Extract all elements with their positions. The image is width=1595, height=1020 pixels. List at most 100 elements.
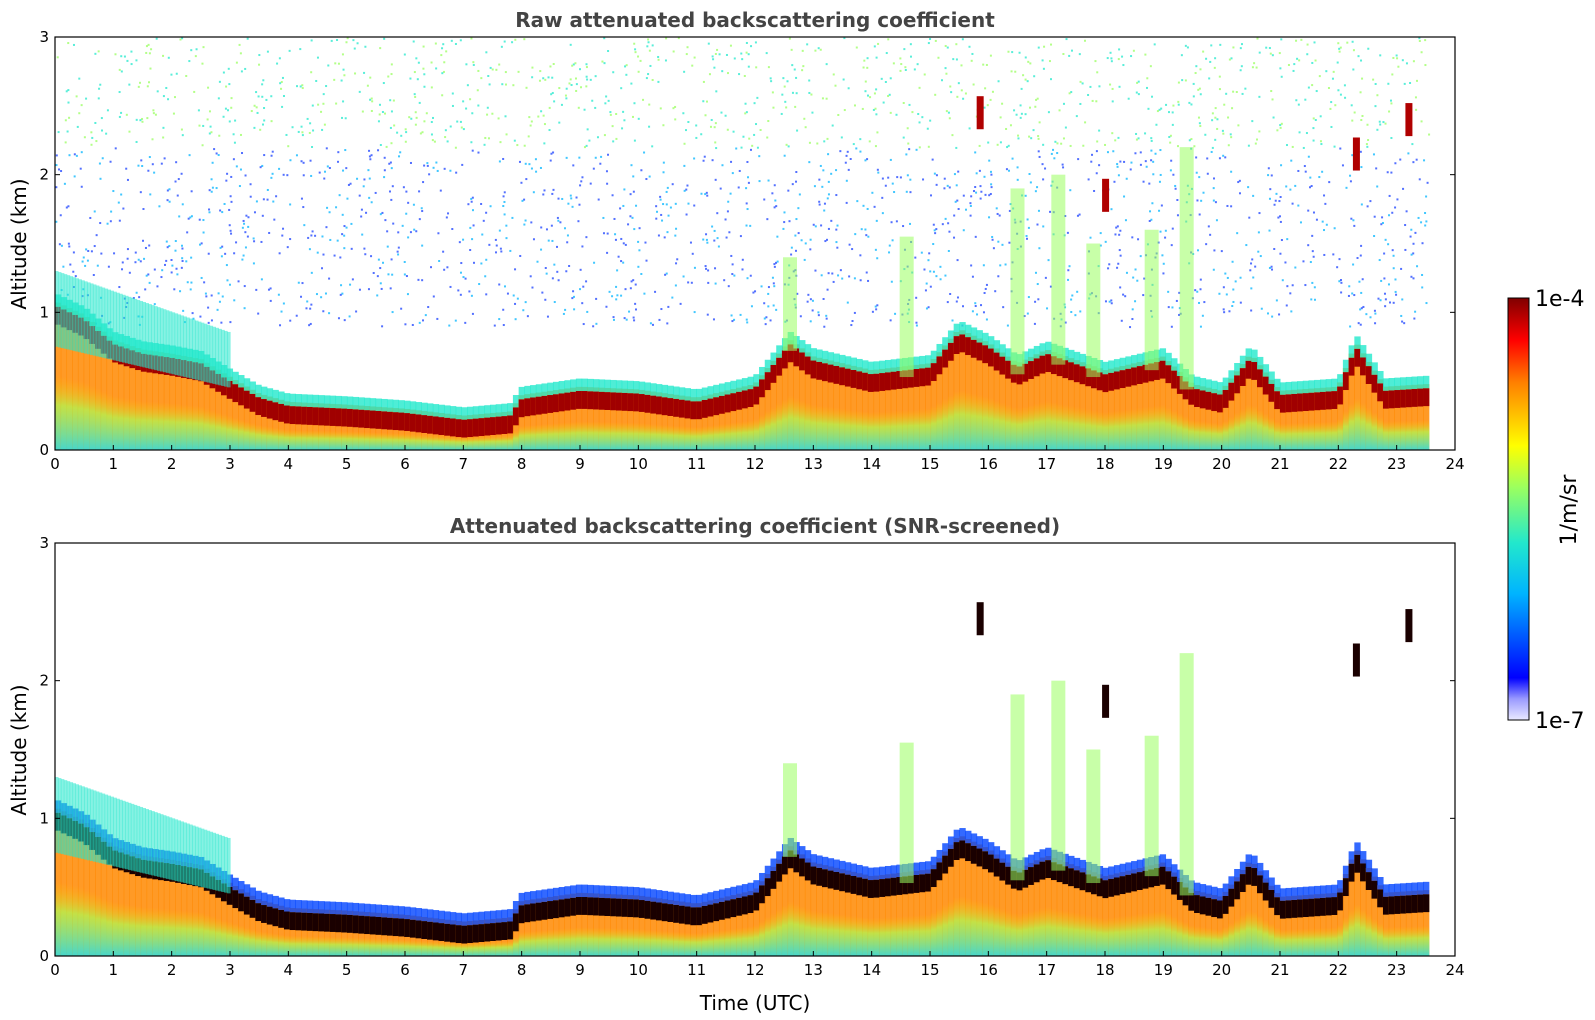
noise-pixel [78,77,81,80]
bl-edge [587,884,594,898]
bl-top-band [896,877,903,895]
noise-pixel [713,229,716,232]
bl-surface-band [427,940,434,956]
bl-top-band [301,912,308,931]
bl-surface-band [1050,908,1058,956]
noise-pixel [399,151,402,154]
noise-pixel [630,280,633,283]
noise-pixel [1414,310,1417,313]
noise-pixel [150,48,153,51]
noise-pixel [1016,178,1019,181]
noise-pixel [100,252,103,255]
noise-pixel [1218,292,1221,295]
noise-pixel [224,107,227,110]
noise-pixel [1221,129,1224,132]
noise-pixel [206,118,209,121]
noise-pixel [948,186,951,189]
noise-pixel [255,91,258,94]
bl-surface-band [1028,910,1035,956]
noise-pixel [1223,311,1226,314]
noise-pixel [1115,226,1118,229]
bl-surface-band [318,936,325,956]
noise-pixel [390,167,393,170]
noise-pixel [929,270,932,273]
bl-column [295,908,302,956]
noise-pixel [203,281,206,284]
noise-pixel [259,166,262,169]
noise-pixel [1171,227,1174,230]
noise-pixel [418,218,421,221]
noise-pixel [56,56,59,59]
noise-pixel [1362,305,1365,308]
bl-edge [598,379,606,392]
bl-surface-band [1062,910,1069,956]
bl-edge [822,350,829,364]
noise-pixel [120,55,123,58]
noise-pixel [297,281,300,284]
noise-pixel [247,216,250,219]
bl-column [106,336,113,450]
bl-column [1205,387,1212,450]
noise-pixel [843,109,846,112]
bl-surface-band [140,906,148,956]
noise-pixel [775,261,778,264]
bl-top-band [610,392,617,411]
bl-top-band [925,367,932,386]
noise-pixel [164,263,167,266]
noise-pixel [775,205,778,208]
noise-pixel [1270,265,1273,268]
noise-pixel [671,183,674,186]
bl-column [1297,895,1304,956]
noise-pixel [1116,225,1119,228]
bl-surface-band [570,927,577,956]
x-tick-label: 15 [920,961,939,979]
noise-pixel [975,191,978,194]
noise-pixel [634,302,637,305]
bl-edge [753,374,760,387]
noise-pixel [845,201,848,204]
noise-pixel [1124,219,1127,222]
noise-pixel [868,140,871,143]
bl-edge [1342,865,1350,879]
noise-pixel [398,155,401,158]
bl-surface-band [570,421,577,450]
residual-layer [154,812,158,877]
bl-top-band [398,918,405,937]
noise-pixel [780,112,783,115]
bl-top-band [449,924,457,943]
noise-pixel [633,319,636,322]
bl-surface-band [1182,922,1189,956]
noise-pixel [1271,98,1274,101]
bl-top-band [713,903,720,922]
bl-edge [1211,886,1218,900]
noise-pixel [280,80,283,83]
residual-layer [212,832,217,890]
bl-surface-band [129,398,136,450]
noise-pixel [122,207,125,210]
noise-pixel [1082,144,1085,147]
bl-edge [730,380,737,394]
bl-surface-band [449,942,457,956]
bl-edge [1388,378,1396,391]
bl-column [352,405,359,450]
noise-pixel [603,134,606,137]
noise-pixel [208,189,211,192]
bl-column [753,382,760,450]
noise-pixel [337,151,340,154]
noise-pixel [246,37,249,40]
noise-pixel [954,200,957,203]
noise-pixel [379,47,382,50]
bl-top-band [495,416,503,435]
noise-pixel [430,133,433,136]
noise-pixel [1113,180,1116,183]
noise-pixel [602,216,605,219]
bl-surface-band [129,904,136,956]
noise-pixel [228,120,231,123]
noise-pixel [503,213,506,216]
noise-pixel [874,107,877,110]
bl-top-band [444,417,451,436]
noise-pixel [704,114,707,117]
noise-pixel [310,234,313,237]
noise-pixel [397,231,400,234]
noise-pixel [944,44,947,47]
